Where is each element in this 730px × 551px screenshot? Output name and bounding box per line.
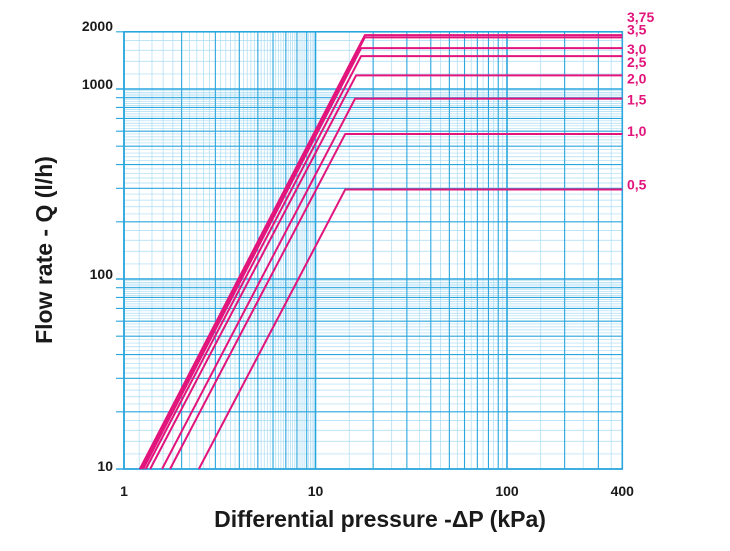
x-axis-label: Differential pressure -ΔP (kPa) <box>214 506 546 532</box>
series-lines <box>138 34 623 470</box>
y-tick-label: 2000 <box>82 18 113 34</box>
curve-label: 3,0 <box>627 41 647 57</box>
curve-label: 0,5 <box>627 176 647 192</box>
curve-label: 1,5 <box>627 92 647 108</box>
grid <box>116 31 624 470</box>
x-tick-label: 1 <box>120 483 128 499</box>
labels: 3,753,5 3,02,52,0 1,5 1,0 0,5 1 10 100 400 10 100 1… <box>82 9 655 499</box>
curve-label: 3,5 <box>627 21 647 37</box>
series-line-0-5 <box>197 188 623 470</box>
curve-label: 1,0 <box>627 123 647 139</box>
series-line-3-0 <box>142 47 623 470</box>
series-line-3-5 <box>140 36 623 470</box>
x-tick-label: 10 <box>308 483 324 499</box>
series-line-1-0 <box>169 132 623 470</box>
curve-label: 2,0 <box>627 70 647 86</box>
x-tick-label: 100 <box>495 483 519 499</box>
y-tick-label: 100 <box>90 266 114 282</box>
y-axis-label: Flow rate - Q (l/h) <box>31 156 57 344</box>
curve-label: 3,75 <box>627 9 654 25</box>
plot-frame <box>123 31 624 470</box>
y-tick-label: 10 <box>97 458 113 474</box>
series-line-2-0 <box>149 74 623 470</box>
series-line-2-5 <box>144 55 623 470</box>
curve-label: 2,5 <box>627 54 647 70</box>
y-tick-label: 1000 <box>82 76 113 92</box>
x-tick-label: 400 <box>611 483 635 499</box>
series-line-3-75 <box>138 34 623 470</box>
series-line-1-5 <box>161 97 623 470</box>
